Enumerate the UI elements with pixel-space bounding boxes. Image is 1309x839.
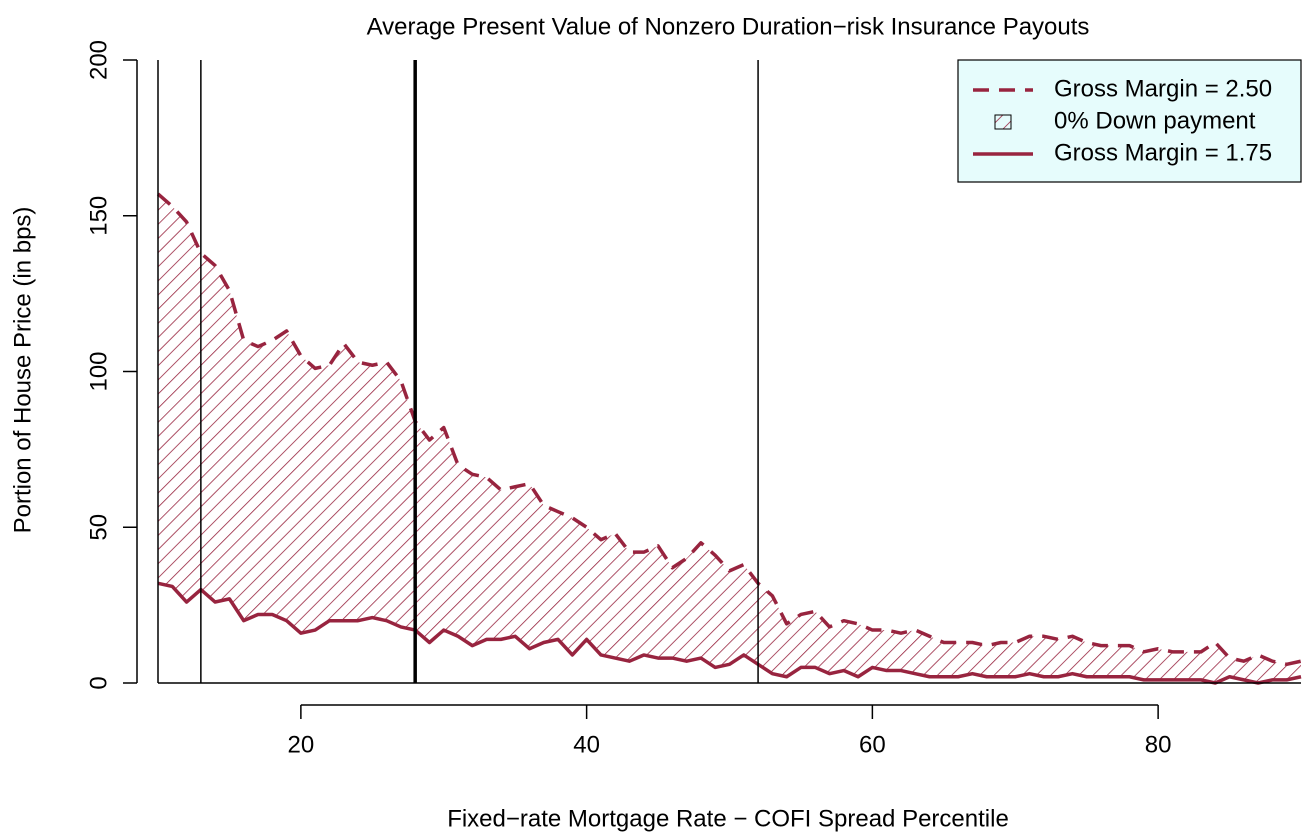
y-tick-label: 0 xyxy=(85,676,112,689)
legend-label: 0% Down payment xyxy=(1054,107,1256,134)
series-line xyxy=(157,581,1302,685)
chart-title: Average Present Value of Nonzero Duratio… xyxy=(367,13,1090,40)
y-tick-label: 150 xyxy=(85,196,112,236)
x-tick-label: 60 xyxy=(859,731,886,758)
y-tick-label: 50 xyxy=(85,514,112,541)
series-line xyxy=(156,192,1302,667)
x-tick-label: 80 xyxy=(1145,731,1172,758)
y-tick-label: 100 xyxy=(85,351,112,391)
x-tick-label: 40 xyxy=(573,731,600,758)
legend-box xyxy=(957,59,1302,183)
y-tick-label: 200 xyxy=(85,40,112,80)
legend-label: Gross Margin = 2.50 xyxy=(1054,75,1272,102)
x-axis-label: Fixed−rate Mortgage Rate − COFI Spread P… xyxy=(447,805,1009,832)
hatched-band xyxy=(158,193,1301,683)
legend-label: Gross Margin = 1.75 xyxy=(1054,139,1272,166)
legend-symbol xyxy=(994,114,1012,130)
y-axis-label: Portion of House Price (in bps) xyxy=(9,207,36,534)
x-tick-label: 20 xyxy=(288,731,315,758)
